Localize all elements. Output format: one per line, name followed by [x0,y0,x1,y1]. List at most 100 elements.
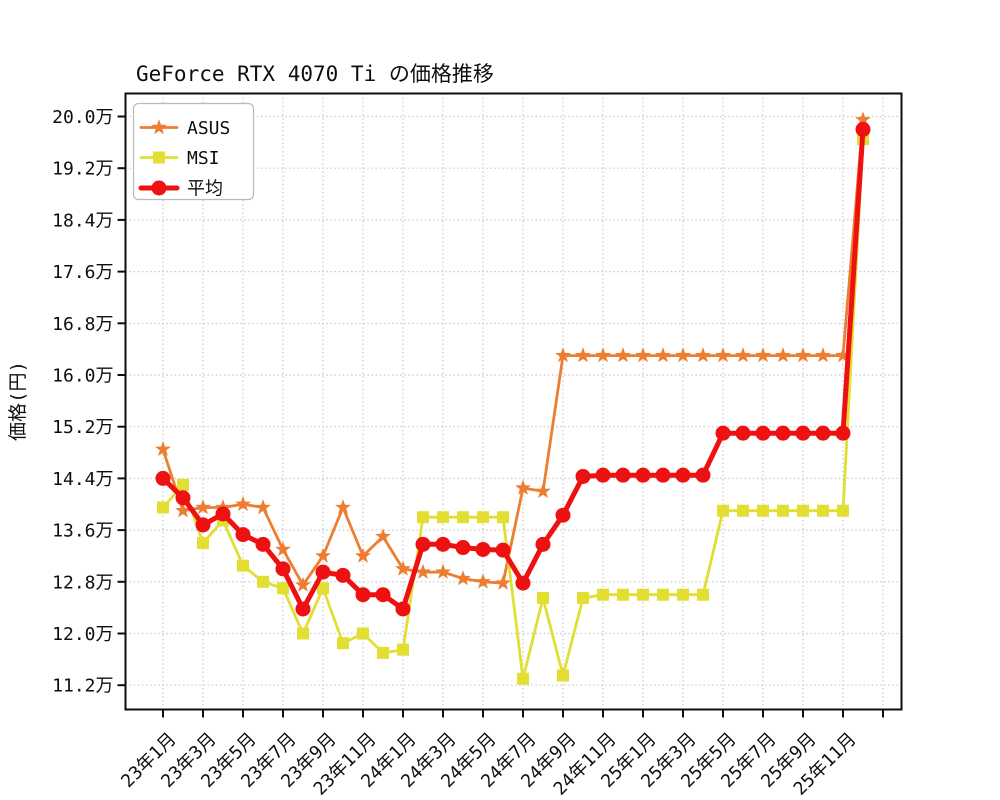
avg-marker [195,517,211,533]
asus-marker [315,547,331,563]
asus-marker [615,347,631,363]
y-tick-label: 20.0万 [52,107,113,128]
asus-marker [295,576,311,592]
msi-marker [437,511,449,524]
asus-marker [735,347,751,363]
avg-marker [295,601,311,617]
msi-marker [237,559,249,572]
avg-marker [455,540,471,556]
asus-marker [355,547,371,563]
avg-marker [635,467,651,483]
avg-marker [855,121,871,137]
msi-marker [157,501,169,514]
asus-marker [775,347,791,363]
asus-marker [195,499,211,515]
msi-marker [837,504,849,517]
legend-label: MSI [187,148,220,169]
msi-marker [737,504,749,517]
avg-marker [155,470,171,486]
msi-marker [477,511,489,524]
asus-marker [375,528,391,544]
msi-marker [297,627,309,640]
series-asus-markers [155,111,871,592]
msi-marker [537,591,549,604]
legend-item-msi: MSI [139,148,220,169]
asus-marker [655,347,671,363]
legend-label: ASUS [187,118,230,139]
asus-marker [175,502,191,518]
y-tick-label: 13.6万 [52,521,113,542]
y-axis-label: 価格(円) [7,361,29,441]
asus-marker [595,347,611,363]
tick-marks [117,115,884,718]
asus-marker [755,347,771,363]
y-tick-label: 19.2万 [52,159,113,180]
asus-marker [695,347,711,363]
msi-marker [517,672,529,685]
legend-item-asus: ASUS [139,118,230,139]
avg-marker [515,575,531,591]
asus-marker [395,560,411,576]
msi-marker [777,504,789,517]
avg-marker [395,601,411,617]
avg-marker [595,467,611,483]
avg-marker [335,567,351,583]
msi-marker [177,478,189,491]
legend-item-avg: 平均 [138,179,223,200]
msi-marker [757,504,769,517]
msi-marker [197,537,209,550]
asus-marker [815,347,831,363]
y-tick-label: 15.2万 [52,417,113,438]
msi-marker [577,591,589,604]
avg-marker [315,564,331,580]
avg-marker [475,541,491,557]
series-asus [155,111,871,592]
msi-marker [397,643,409,656]
msi-marker [657,588,669,601]
avg-marker [775,425,791,441]
asus-marker [475,573,491,589]
asus-marker [855,111,871,127]
msi-marker [257,575,269,588]
asus-marker [635,347,651,363]
series-layer [155,111,871,685]
series-avg [155,121,871,617]
y-tick-label: 12.8万 [52,572,113,593]
msi-marker [277,582,289,595]
y-tick-label: 14.4万 [52,469,113,490]
msi-marker [817,504,829,517]
asus-marker [675,347,691,363]
avg-marker [275,561,291,577]
msi-marker [317,582,329,595]
avg-marker [835,425,851,441]
asus-marker [335,499,351,515]
legend-avg-marker [151,180,167,196]
avg-marker [615,467,631,483]
avg-marker [795,425,811,441]
chart-title: GeForce RTX 4070 Ti の価格推移 [136,62,494,86]
asus-marker [255,499,271,515]
asus-marker [575,347,591,363]
asus-marker [435,563,451,579]
avg-marker [695,467,711,483]
msi-marker [637,588,649,601]
avg-marker [175,490,191,506]
asus-marker [555,347,571,363]
asus-marker [515,479,531,495]
avg-marker [435,536,451,552]
chart-built-layers: 11.2万 12.0万 12.8万 13.6万 14.4万 15.2万 16.0万 16.8万… [52,92,903,800]
avg-marker [535,536,551,552]
asus-marker [715,347,731,363]
msi-marker [497,511,509,524]
avg-marker [235,527,251,543]
plot-area [124,92,903,711]
msi-marker [457,511,469,524]
legend-label: 平均 [187,179,223,200]
asus-marker [795,347,811,363]
avg-marker [375,587,391,603]
y-tick-label: 12.0万 [52,624,113,645]
avg-marker [755,425,771,441]
series-msi [157,133,869,685]
y-tick-label: 16.8万 [52,314,113,335]
